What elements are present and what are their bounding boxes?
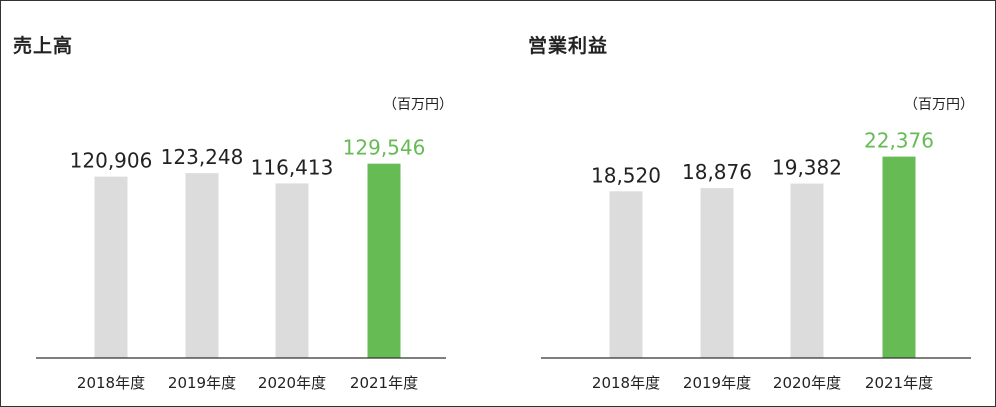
sales-category-label-0: 2018年度	[77, 374, 145, 392]
sales-bar-3	[367, 163, 401, 358]
sales-chart-title: 売上高	[13, 35, 74, 57]
operating-profit-category-label-3: 2021年度	[865, 374, 933, 392]
sales-bar-0	[94, 176, 128, 358]
sales-category-label-1: 2019年度	[168, 374, 236, 392]
sales-value-label-2: 116,413	[251, 155, 334, 179]
sales-value-label-0: 120,906	[70, 149, 153, 173]
operating-profit-chart-panel: 営業利益 （百万円） 18,520 2018年度 18,876 2019年度 19,38…	[501, 1, 995, 406]
operating-profit-value-label-2: 19,382	[772, 156, 842, 180]
operating-profit-category-label-0: 2018年度	[592, 374, 660, 392]
operating-profit-value-label-3: 22,376	[864, 129, 934, 153]
sales-value-label-3: 129,546	[343, 136, 426, 160]
sales-bar-chart: 120,906 2018年度 123,248 2019年度 116,413 2020年度 1…	[36, 136, 446, 392]
operating-profit-bar-1	[700, 188, 734, 358]
sales-value-label-1: 123,248	[161, 145, 244, 169]
operating-profit-chart-title: 営業利益	[528, 35, 609, 57]
sales-unit-label: （百万円）	[383, 97, 453, 113]
sales-chart-panel: 売上高 （百万円） 120,906 2018年度 123,248 2019年度 116,…	[1, 1, 481, 406]
operating-profit-value-label-1: 18,876	[682, 160, 752, 184]
sales-category-label-3: 2021年度	[350, 374, 418, 392]
operating-profit-category-label-2: 2020年度	[773, 374, 841, 392]
operating-profit-bar-0	[609, 191, 643, 358]
sales-bar-2	[275, 183, 309, 358]
operating-profit-bar-chart: 18,520 2018年度 18,876 2019年度 19,382 2020年度 22,3…	[541, 129, 971, 392]
operating-profit-unit-label: （百万円）	[904, 97, 974, 113]
operating-profit-bar-2	[790, 183, 824, 358]
operating-profit-bar-3	[882, 156, 916, 358]
operating-profit-value-label-0: 18,520	[591, 163, 661, 187]
sales-bar-1	[185, 173, 219, 358]
sales-category-label-2: 2020年度	[258, 374, 326, 392]
operating-profit-category-label-1: 2019年度	[683, 374, 751, 392]
